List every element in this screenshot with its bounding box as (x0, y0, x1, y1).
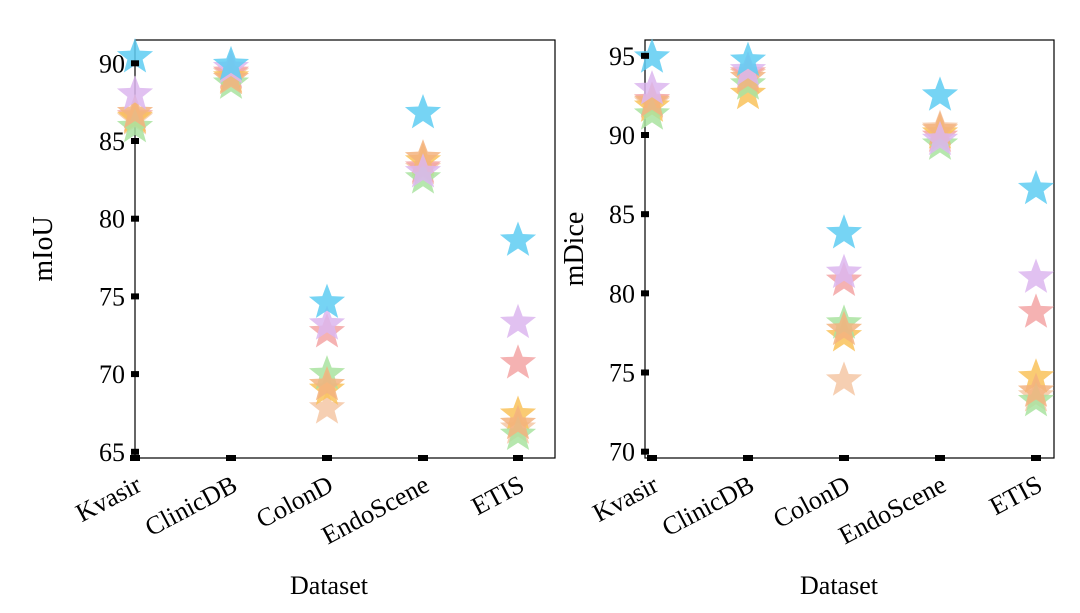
mdice-y-tick-label-80: 80 (609, 279, 635, 308)
mdice-star-s6-ColonD (825, 253, 863, 289)
mdice-y-axis-label: mDice (559, 212, 590, 287)
mdice-star-s1-ColonD (825, 361, 863, 396)
mdice-x-tick-label-ClinicDB: ClinicDB (657, 470, 759, 542)
mdice-star-s7-ColonD (825, 214, 863, 249)
miou-star-s4-ETIS (499, 415, 537, 451)
mdice-x-tick-label-EndoScene: EndoScene (834, 470, 951, 551)
mdice-y-tick-label-90: 90 (609, 121, 635, 150)
mdice-plot-frame (644, 39, 1055, 459)
mdice-star-s7-Kvasir (633, 38, 671, 73)
miou-star-s5-ClinicDB (212, 59, 250, 95)
miou-y-ticks: 65 70 75 80 85 90 (99, 49, 139, 467)
mdice-y-tick-label-95: 95 (609, 42, 635, 71)
mdice-star-s4-Kvasir (633, 95, 671, 130)
miou-y-tick-label-65: 65 (99, 438, 125, 467)
miou-plot-frame (134, 39, 556, 459)
miou-star-s6-EndoScene (404, 153, 442, 188)
mdice-y-tick-label-85: 85 (609, 200, 635, 229)
miou-y-tick-label-75: 75 (99, 282, 125, 311)
mdice-star-s2-ETIS (1017, 293, 1055, 328)
mdice-star-s7-ClinicDB (729, 41, 767, 76)
miou-y-axis-label: mIoU (28, 216, 59, 281)
mdice-star-s7-EndoScene (921, 76, 959, 111)
miou-star-s5-ColonD (308, 365, 346, 401)
miou-star-s6-Kvasir (116, 75, 154, 110)
miou-star-s4-Kvasir (116, 108, 154, 143)
miou-star-s7-Kvasir (116, 38, 154, 73)
miou-star-s5-Kvasir (116, 94, 154, 129)
miou-star-s1-ColonD (308, 389, 346, 424)
miou-star-s7-ClinicDB (212, 45, 250, 81)
mdice-star-s7-ETIS (1017, 169, 1055, 205)
miou-star-s7-ColonD (308, 283, 346, 318)
miou-x-tick-label-ClinicDB: ClinicDB (140, 470, 242, 542)
miou-star-s6-ETIS (499, 303, 537, 339)
miou-y-tick-label-80: 80 (99, 205, 125, 234)
miou-y-tick-label-85: 85 (99, 127, 125, 156)
mdice-star-s5-ColonD (825, 310, 863, 346)
miou-x-tick-label-EndoScene: EndoScene (317, 470, 434, 551)
miou-x-axis-label: Dataset (290, 571, 369, 600)
miou-star-s2-ETIS (499, 344, 537, 379)
mdice-star-s6-ETIS (1017, 258, 1055, 293)
miou-marks (116, 38, 537, 451)
mdice-x-tick-label-ETIS: ETIS (985, 470, 1047, 521)
mdice-star-s6-EndoScene (921, 120, 959, 156)
miou-star-s6-ColonD (308, 305, 346, 340)
mdice-star-s5-ETIS (1017, 372, 1055, 407)
mdice-y-tick-label-75: 75 (609, 359, 635, 388)
mdice-x-tick-label-Kvasir: Kvasir (588, 470, 663, 528)
mdice-marks (633, 38, 1055, 417)
miou-star-s7-ETIS (499, 221, 537, 256)
mdice-star-s6-Kvasir (633, 70, 671, 105)
mdice-x-axis-label: Dataset (800, 571, 879, 600)
mdice-y-tick-label-70: 70 (609, 438, 635, 467)
mdice-y-ticks: 70 75 80 85 90 95 (609, 42, 649, 467)
mdice-star-s5-Kvasir (633, 82, 671, 118)
miou-x-tick-label-ETIS: ETIS (467, 470, 529, 521)
miou-y-tick-label-70: 70 (99, 360, 125, 389)
miou-star-s5-ETIS (499, 404, 537, 440)
miou-star-s7-EndoScene (404, 94, 442, 129)
miou-x-tick-label-Kvasir: Kvasir (71, 470, 146, 528)
miou-y-tick-label-90: 90 (99, 49, 125, 78)
